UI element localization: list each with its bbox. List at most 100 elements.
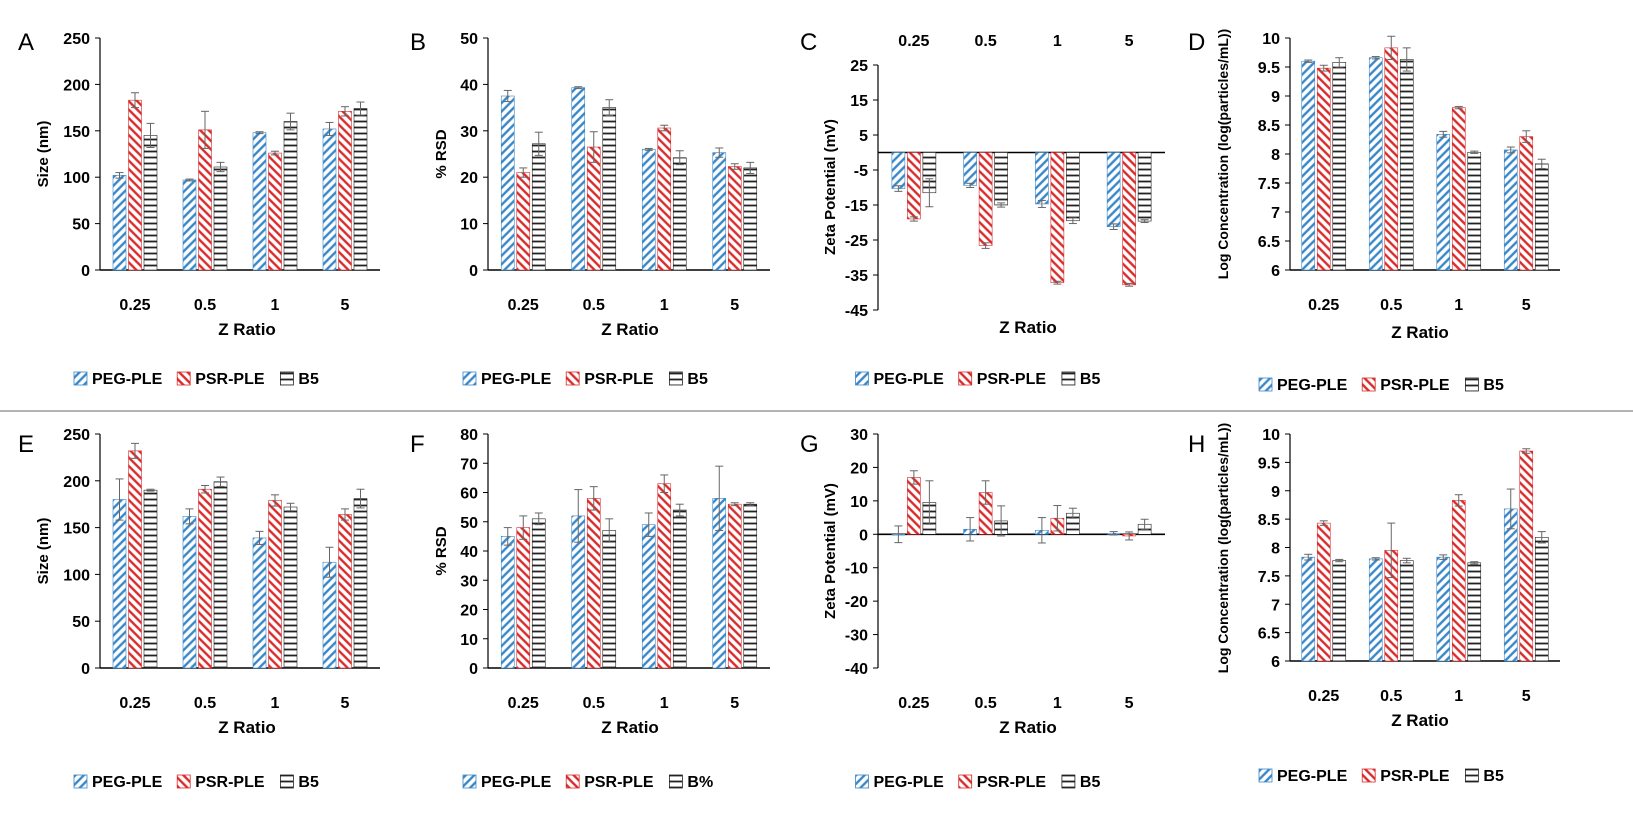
x-tick-label: 5 bbox=[1125, 33, 1134, 50]
x-tick-label: 0.5 bbox=[583, 695, 605, 712]
y-axis-title: Zeta Potential (mV) bbox=[822, 119, 839, 255]
bar bbox=[743, 503, 758, 669]
legend-swatch bbox=[176, 371, 191, 386]
bar bbox=[1534, 536, 1549, 662]
y-tick-label: 20 bbox=[460, 603, 478, 620]
bar bbox=[1399, 59, 1414, 271]
y-tick-label: 7 bbox=[1271, 597, 1280, 614]
legend-label: PEG-PLE bbox=[92, 774, 163, 791]
y-tick-label: 6 bbox=[1271, 654, 1280, 671]
bar bbox=[198, 129, 212, 271]
legend-label: B5 bbox=[1080, 371, 1101, 388]
legend-label: PEG-PLE bbox=[481, 774, 552, 791]
bar bbox=[602, 107, 617, 271]
bar bbox=[500, 536, 515, 669]
legend-swatch bbox=[1061, 774, 1076, 789]
bar bbox=[1451, 107, 1466, 271]
y-tick-label: 6.5 bbox=[1258, 626, 1280, 643]
y-tick-label: 10 bbox=[460, 217, 478, 234]
y-tick-label: 250 bbox=[63, 31, 90, 48]
y-tick-label: 250 bbox=[63, 427, 90, 444]
legend-swatch bbox=[565, 774, 580, 789]
x-tick-label: 1 bbox=[271, 297, 280, 314]
y-tick-label: 25 bbox=[850, 58, 868, 75]
legend-swatch bbox=[958, 774, 973, 789]
bar bbox=[182, 516, 197, 669]
y-tick-label: 8 bbox=[1271, 147, 1280, 164]
bar bbox=[1137, 152, 1152, 222]
y-tick-label: 40 bbox=[460, 77, 478, 94]
legend-swatch bbox=[958, 371, 973, 386]
x-tick-label: 0.5 bbox=[1380, 297, 1402, 314]
panel-d: D 6 6.5 7 7.5 8 8.5 9 9.5 10 Log Concentration (lo… bbox=[1188, 29, 1560, 394]
y-tick-label: -5 bbox=[854, 163, 868, 180]
legend-label: B5 bbox=[1483, 377, 1504, 394]
bar bbox=[1122, 152, 1136, 286]
x-tick-label: 1 bbox=[271, 695, 280, 712]
panel-letter: F bbox=[410, 431, 425, 458]
bar bbox=[963, 152, 977, 186]
y-tick-label: 60 bbox=[460, 486, 478, 503]
legend-label: PSR-PLE bbox=[977, 371, 1047, 388]
bar bbox=[602, 530, 617, 669]
bar bbox=[1503, 508, 1518, 662]
bar bbox=[128, 99, 142, 271]
legend-swatch bbox=[1258, 377, 1273, 392]
bar bbox=[641, 149, 656, 271]
legend-label: PSR-PLE bbox=[195, 371, 265, 388]
panel-h: H 6 6.5 7 7.5 8 8.5 9 9.5 10 Log Concentration (lo… bbox=[1188, 423, 1560, 785]
y-tick-label: -25 bbox=[845, 233, 868, 250]
legend-swatch bbox=[279, 371, 294, 386]
y-tick-label: 10 bbox=[1262, 427, 1280, 444]
y-tick-label: 5 bbox=[859, 128, 868, 145]
bar bbox=[252, 537, 267, 669]
y-tick-label: 0 bbox=[859, 527, 868, 544]
x-tick-label: 0.5 bbox=[975, 33, 997, 50]
bar bbox=[743, 167, 758, 271]
y-tick-label: 0 bbox=[81, 263, 90, 280]
y-tick-label: -30 bbox=[845, 628, 868, 645]
bar bbox=[1316, 67, 1331, 271]
x-tick-label: 5 bbox=[1522, 297, 1531, 314]
y-tick-label: 6.5 bbox=[1258, 234, 1280, 251]
bar bbox=[994, 152, 1008, 206]
bar bbox=[283, 506, 298, 669]
y-tick-label: 80 bbox=[460, 427, 478, 444]
y-axis-title: Size (nm) bbox=[35, 518, 52, 585]
bar bbox=[907, 477, 921, 535]
legend-swatch bbox=[669, 774, 683, 789]
bar bbox=[891, 152, 906, 189]
bar bbox=[531, 143, 546, 271]
bar bbox=[641, 524, 656, 669]
y-tick-label: 7.5 bbox=[1258, 176, 1280, 193]
bar bbox=[516, 527, 531, 669]
legend-swatch bbox=[669, 371, 683, 386]
panel-a: A 0 50 100 150 200 250 Size (nm) 0.25 0.5 1 5 Z Rati… bbox=[18, 29, 380, 388]
y-tick-label: 8.5 bbox=[1258, 512, 1280, 529]
bar bbox=[1368, 57, 1383, 271]
legend-label: PEG-PLE bbox=[874, 371, 945, 388]
legend-swatch bbox=[73, 774, 88, 789]
y-axis-title: Zeta Potential (mV) bbox=[822, 483, 839, 619]
x-tick-label: 0.5 bbox=[194, 297, 216, 314]
y-tick-label: 50 bbox=[460, 31, 478, 48]
bar bbox=[712, 152, 727, 271]
y-tick-label: 8.5 bbox=[1258, 118, 1280, 135]
bar bbox=[112, 499, 127, 669]
legend-swatch bbox=[462, 371, 477, 386]
y-axis-title: Log Concentration (log(particles/mL)) bbox=[1215, 423, 1231, 673]
panel-e: E 0 50 100 150 200 250 Size (nm) 0.25 0.5 1 5 Z Rati… bbox=[18, 427, 380, 791]
y-tick-label: 20 bbox=[460, 170, 478, 187]
y-tick-label: -40 bbox=[845, 661, 868, 678]
bar bbox=[500, 95, 515, 271]
y-tick-label: 7 bbox=[1271, 205, 1280, 222]
x-tick-label: 5 bbox=[1125, 695, 1134, 712]
bar bbox=[1436, 133, 1451, 271]
bar bbox=[727, 166, 742, 271]
bar bbox=[1519, 136, 1534, 271]
x-tick-label: 0.5 bbox=[194, 695, 216, 712]
bar bbox=[268, 152, 282, 271]
legend-label: PEG-PLE bbox=[874, 774, 945, 791]
